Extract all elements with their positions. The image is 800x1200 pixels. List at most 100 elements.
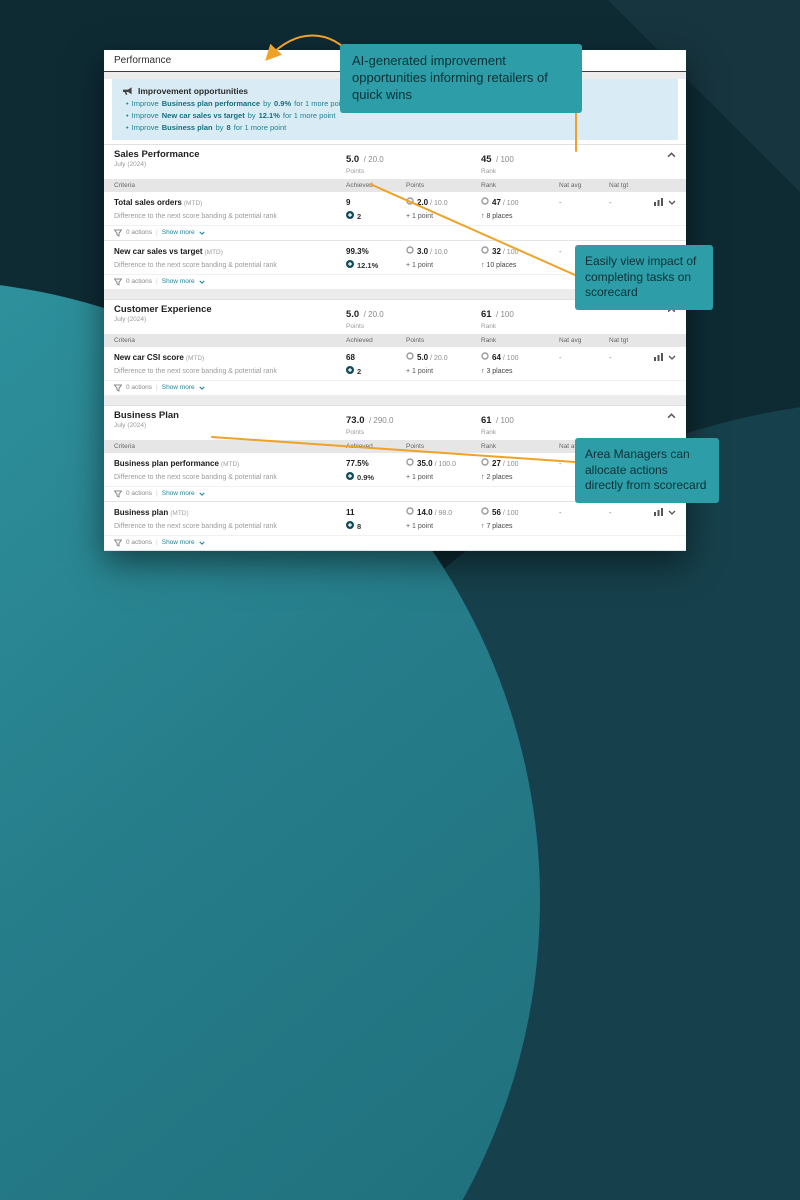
points-gauge-icon bbox=[406, 458, 414, 466]
section-title: Sales Performance bbox=[114, 149, 200, 160]
nat-avg-value: - bbox=[559, 507, 562, 517]
table-row: Business plan performance (MTD) 77.5% 35.… bbox=[104, 453, 686, 502]
diff-points: + 1 point bbox=[406, 213, 434, 220]
achieved-value: 9 bbox=[346, 197, 351, 207]
achieved-value: 99.3% bbox=[346, 246, 369, 256]
rank-total: / 100 bbox=[502, 510, 519, 517]
chevron-down-icon[interactable] bbox=[668, 510, 676, 515]
chevron-up-icon[interactable] bbox=[667, 413, 676, 419]
filter-icon bbox=[114, 490, 122, 498]
nat-tgt-value: - bbox=[609, 507, 612, 517]
diff-points: + 1 point bbox=[406, 368, 434, 375]
plus-circle-icon bbox=[346, 521, 354, 529]
chevron-up-icon[interactable] bbox=[667, 152, 676, 158]
show-more-link[interactable]: Show more bbox=[161, 229, 195, 236]
criteria-name: Business plan performance bbox=[114, 459, 219, 468]
col-points: Points bbox=[406, 181, 425, 189]
section-rank-value: 45 bbox=[481, 154, 492, 165]
show-more-link[interactable]: Show more bbox=[161, 490, 195, 497]
plus-circle-icon bbox=[346, 472, 354, 480]
achieved-value: 11 bbox=[346, 507, 355, 517]
points-gauge-icon bbox=[406, 246, 414, 254]
points-total: / 20.0 bbox=[430, 355, 448, 362]
section-title: Business Plan bbox=[114, 410, 179, 421]
rank-value: 27 bbox=[492, 459, 501, 468]
col-points: Points bbox=[406, 336, 425, 344]
points-total: / 100.0 bbox=[434, 461, 456, 468]
col-rank: Rank bbox=[481, 181, 497, 189]
chevron-down-icon bbox=[198, 491, 205, 496]
points-value: 2.0 bbox=[417, 198, 429, 207]
criteria-name: Total sales orders bbox=[114, 198, 182, 207]
divider: | bbox=[156, 539, 158, 546]
rank-gauge-icon bbox=[481, 352, 489, 360]
diff-achieved: 0.9% bbox=[357, 473, 375, 482]
points-value: 14.0 bbox=[417, 508, 433, 517]
show-more-link[interactable]: Show more bbox=[161, 278, 195, 285]
section-customer-experience: Customer Experience July (2024) 5.0 / 20… bbox=[104, 299, 686, 395]
callout-ai-improvement: AI-generated improvement opportunities i… bbox=[340, 44, 582, 113]
rank-total: / 100 bbox=[502, 355, 519, 362]
col-points: Points bbox=[406, 442, 425, 450]
section-rank-value: 61 bbox=[481, 415, 492, 426]
callout-area-managers: Area Managers can allocate actions direc… bbox=[575, 438, 719, 503]
achieved-value: 77.5% bbox=[346, 458, 369, 468]
bullet-icon: • bbox=[126, 123, 129, 132]
diff-achieved: 2 bbox=[357, 212, 362, 221]
criteria-period-tag: (MTD) bbox=[204, 249, 223, 256]
col-rank: Rank bbox=[481, 336, 497, 344]
plus-circle-icon bbox=[346, 260, 354, 268]
rank-total: / 100 bbox=[502, 200, 519, 207]
megaphone-icon bbox=[122, 86, 133, 96]
section-rank-total: / 100 bbox=[496, 310, 514, 319]
points-gauge-icon bbox=[406, 507, 414, 515]
filter-icon bbox=[114, 229, 122, 237]
rank-value: 47 bbox=[492, 198, 501, 207]
section-period: July (2024) bbox=[114, 316, 147, 323]
actions-count[interactable]: 0 actions bbox=[126, 539, 153, 546]
chevron-down-icon bbox=[198, 230, 205, 235]
improvement-item[interactable]: • Improve Business plan by 8 for 1 more poin… bbox=[126, 123, 287, 132]
nat-tgt-value: - bbox=[609, 197, 612, 207]
diff-rank: ↑ 2 places bbox=[481, 474, 513, 481]
diff-points: + 1 point bbox=[406, 474, 434, 481]
section-points-value: 5.0 bbox=[346, 309, 360, 320]
section-rank-total: / 100 bbox=[496, 155, 514, 164]
criteria-period-tag: (MTD) bbox=[185, 355, 205, 362]
diff-label: Difference to the next score banding & p… bbox=[114, 368, 277, 375]
callout-view-impact: Easily view impact of completing tasks o… bbox=[575, 245, 713, 310]
points-total: / 98.0 bbox=[434, 510, 453, 517]
divider: | bbox=[156, 229, 158, 236]
chart-icon[interactable] bbox=[654, 198, 663, 206]
rank-gauge-icon bbox=[481, 197, 489, 205]
improvement-item[interactable]: • Improve Business plan performance by 0.9%… bbox=[126, 99, 347, 108]
section-points-label: Points bbox=[346, 429, 365, 436]
actions-count[interactable]: 0 actions bbox=[126, 229, 153, 236]
col-criteria: Criteria bbox=[114, 336, 135, 344]
section-points-total: / 20.0 bbox=[363, 155, 384, 164]
col-nat-avg: Nat avg bbox=[559, 181, 582, 189]
col-nat-tgt: Nat tgt bbox=[609, 336, 629, 344]
chevron-down-icon[interactable] bbox=[668, 355, 676, 360]
chevron-down-icon bbox=[198, 279, 205, 284]
bullet-icon: • bbox=[126, 111, 129, 120]
section-rank-label: Rank bbox=[481, 323, 497, 330]
actions-count[interactable]: 0 actions bbox=[126, 384, 153, 391]
chevron-down-icon[interactable] bbox=[668, 200, 676, 205]
col-rank: Rank bbox=[481, 442, 497, 450]
section-rank-label: Rank bbox=[481, 429, 497, 436]
show-more-link[interactable]: Show more bbox=[161, 384, 195, 391]
criteria-period-tag: (MTD) bbox=[170, 510, 189, 517]
diff-achieved: 12.1% bbox=[357, 261, 379, 270]
rank-total: / 100 bbox=[502, 249, 519, 256]
chart-icon[interactable] bbox=[654, 353, 663, 361]
divider: | bbox=[156, 490, 158, 497]
actions-count[interactable]: 0 actions bbox=[126, 278, 153, 285]
improvement-item[interactable]: • Improve New car sales vs target by 12.1% f… bbox=[126, 111, 336, 120]
diff-points: + 1 point bbox=[406, 262, 434, 269]
show-more-link[interactable]: Show more bbox=[161, 539, 195, 546]
actions-count[interactable]: 0 actions bbox=[126, 490, 153, 497]
chevron-down-icon bbox=[198, 540, 205, 545]
chart-icon[interactable] bbox=[654, 508, 663, 516]
section-title: Customer Experience bbox=[114, 304, 212, 315]
